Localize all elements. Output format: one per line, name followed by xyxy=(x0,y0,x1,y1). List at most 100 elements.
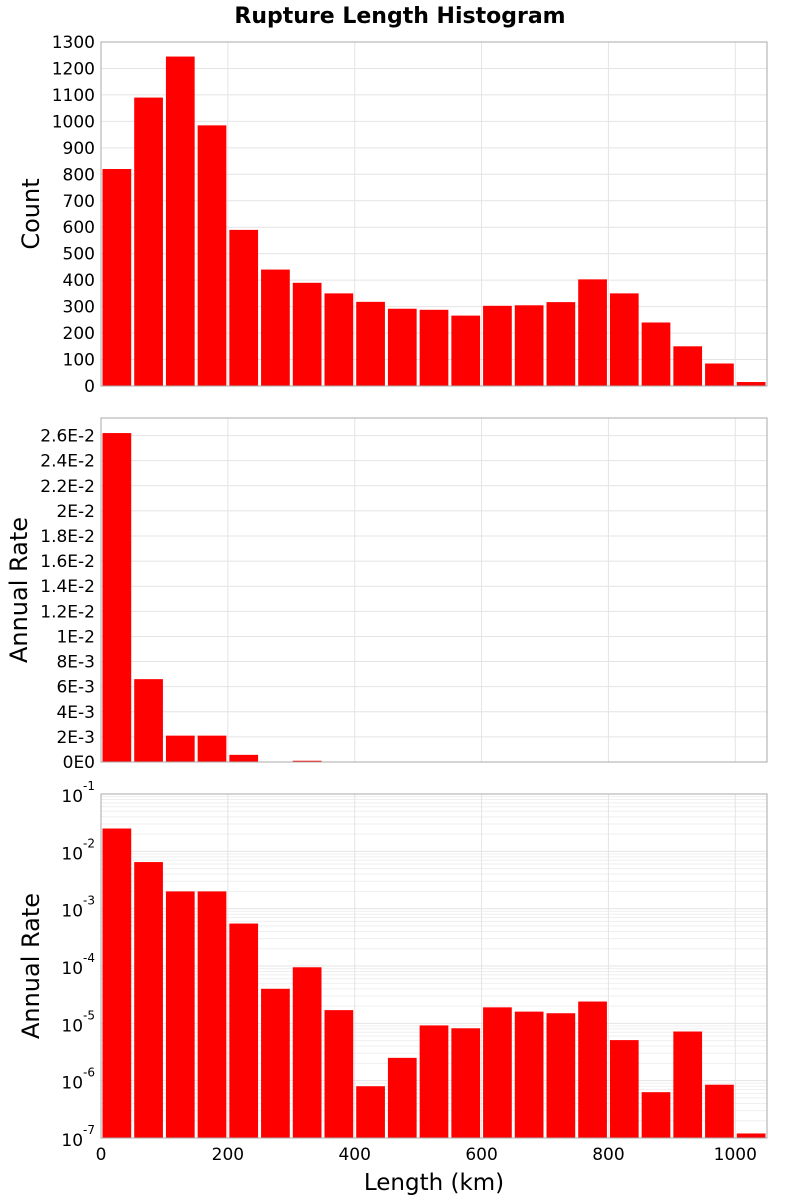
bar-count-7 xyxy=(324,293,354,386)
bar-rate-log-20 xyxy=(736,1133,766,1138)
y-tick-label: 10-7 xyxy=(61,1123,95,1151)
bar-rate-log-8 xyxy=(356,1086,385,1138)
y-tick-label: 0E0 xyxy=(63,753,95,773)
bar-rate-log-15 xyxy=(578,1001,607,1138)
y-tick-label: 1.6E-2 xyxy=(40,552,95,572)
y-tick-label: 4E-3 xyxy=(56,703,95,723)
bar-rate-log-2 xyxy=(165,891,195,1138)
bar-rate-log-16 xyxy=(609,1040,639,1138)
y-tick-label: 1100 xyxy=(52,86,95,106)
y-tick-label: 10-6 xyxy=(61,1066,95,1094)
y-tick-label: 2.4E-2 xyxy=(40,452,95,472)
bar-count-16 xyxy=(609,293,639,386)
bar-rate-log-18 xyxy=(673,1031,703,1138)
plot-frame xyxy=(100,793,768,1139)
y-tick-label: 600 xyxy=(63,218,95,238)
bar-count-4 xyxy=(229,229,259,386)
plot-frame xyxy=(100,41,768,387)
bar-count-13 xyxy=(514,305,544,386)
bar-count-0 xyxy=(102,169,132,386)
bar-count-3 xyxy=(197,125,227,386)
bar-rate-linear-0 xyxy=(102,433,132,762)
bar-count-8 xyxy=(356,301,385,386)
y-tick-label: 1200 xyxy=(52,59,95,79)
y-tick-label: 100 xyxy=(63,351,95,371)
bar-rate-log-19 xyxy=(705,1084,734,1138)
y-tick-label: 8E-3 xyxy=(56,653,95,673)
bar-count-2 xyxy=(165,56,195,387)
panel-rate-log: 10-7 10-6 10-5 10-4 10-3 10-2 10-1 Annual Rate xyxy=(17,779,768,1151)
bar-rate-linear-6 xyxy=(292,760,322,762)
bar-rate-log-10 xyxy=(419,1025,449,1138)
bar-count-5 xyxy=(261,269,290,386)
bar-count-6 xyxy=(292,282,322,386)
x-tick-label: 200 xyxy=(212,1145,244,1165)
bar-rate-log-11 xyxy=(451,1028,481,1138)
x-tick-label: 600 xyxy=(465,1145,497,1165)
x-tick-labels: 0 200 400 600 800 1000 xyxy=(96,1145,757,1165)
y-axis-label: Annual Rate xyxy=(17,893,45,1039)
bar-rate-log-5 xyxy=(261,988,290,1138)
bar-count-11 xyxy=(451,315,481,386)
y-tick-label: 0 xyxy=(84,377,95,397)
panel-count: 0 100 200 300 400 500 600 700 800 900 1000 1100 1200… xyxy=(17,33,768,397)
bar-count-18 xyxy=(673,346,703,386)
x-tick-label: 400 xyxy=(338,1145,370,1165)
y-tick-label: 800 xyxy=(63,165,95,185)
x-tick-label: 0 xyxy=(96,1145,107,1165)
y-tick-label: 900 xyxy=(63,139,95,159)
bar-rate-linear-2 xyxy=(165,735,195,762)
y-tick-label: 200 xyxy=(63,324,95,344)
bar-rate-linear-3 xyxy=(197,735,227,762)
histogram-panels: 0 100 200 300 400 500 600 700 800 900 1000 1100 1200… xyxy=(5,33,768,1165)
bar-rate-log-13 xyxy=(514,1011,544,1138)
y-tick-label: 6E-3 xyxy=(56,678,95,698)
bar-rate-log-1 xyxy=(134,862,163,1138)
bar-rate-log-9 xyxy=(387,1057,417,1138)
y-tick-label: 2.6E-2 xyxy=(40,427,95,447)
y-tick-label: 1300 xyxy=(52,33,95,53)
x-axis-label: Length (km) xyxy=(364,1170,504,1196)
y-tick-label: 1.2E-2 xyxy=(40,602,95,622)
bar-count-1 xyxy=(134,97,163,387)
bar-rate-log-0 xyxy=(102,828,132,1138)
y-tick-label: 2E-3 xyxy=(56,728,95,748)
y-tick-label: 1.8E-2 xyxy=(40,527,95,547)
y-tick-label: 1E-2 xyxy=(56,627,95,647)
y-tick-label: 2.2E-2 xyxy=(40,477,95,497)
bar-rate-log-12 xyxy=(483,1007,512,1138)
y-tick-label: 10-5 xyxy=(61,1008,95,1036)
y-tick-label: 400 xyxy=(63,271,95,291)
y-tick-label: 10-2 xyxy=(61,836,95,864)
bar-rate-log-3 xyxy=(197,891,227,1138)
plot-frame xyxy=(100,417,768,763)
bar-count-9 xyxy=(387,308,417,386)
panel-rate-linear: 0E0 2E-3 4E-3 6E-3 8E-3 1E-2 1.2E-2 1.4E-2 1.6E-… xyxy=(5,417,768,773)
bar-rate-log-6 xyxy=(292,967,322,1138)
y-axis-label: Annual Rate xyxy=(5,517,33,663)
bar-count-10 xyxy=(419,309,449,386)
bar-rate-log-7 xyxy=(324,1010,354,1138)
y-tick-label: 2E-2 xyxy=(56,502,95,522)
x-tick-label: 1000 xyxy=(714,1145,757,1165)
bar-count-15 xyxy=(578,279,607,386)
bar-rate-linear-4 xyxy=(229,754,259,762)
y-tick-label: 10-4 xyxy=(61,951,95,979)
bar-count-17 xyxy=(641,322,671,386)
bar-count-14 xyxy=(546,302,576,386)
y-tick-label: 700 xyxy=(63,192,95,212)
y-tick-label: 10-1 xyxy=(61,779,95,807)
y-axis-label: Count xyxy=(17,178,45,249)
bar-count-12 xyxy=(483,305,512,386)
chart-title: Rupture Length Histogram xyxy=(234,4,565,29)
x-tick-label: 800 xyxy=(592,1145,624,1165)
y-tick-label: 10-3 xyxy=(61,894,95,922)
bar-rate-linear-1 xyxy=(134,679,163,762)
y-tick-label: 500 xyxy=(63,245,95,265)
bar-count-20 xyxy=(736,382,766,386)
bar-rate-log-17 xyxy=(641,1092,671,1138)
y-tick-label: 1.4E-2 xyxy=(40,577,95,597)
bar-count-19 xyxy=(705,363,734,386)
bar-rate-log-4 xyxy=(229,923,259,1138)
